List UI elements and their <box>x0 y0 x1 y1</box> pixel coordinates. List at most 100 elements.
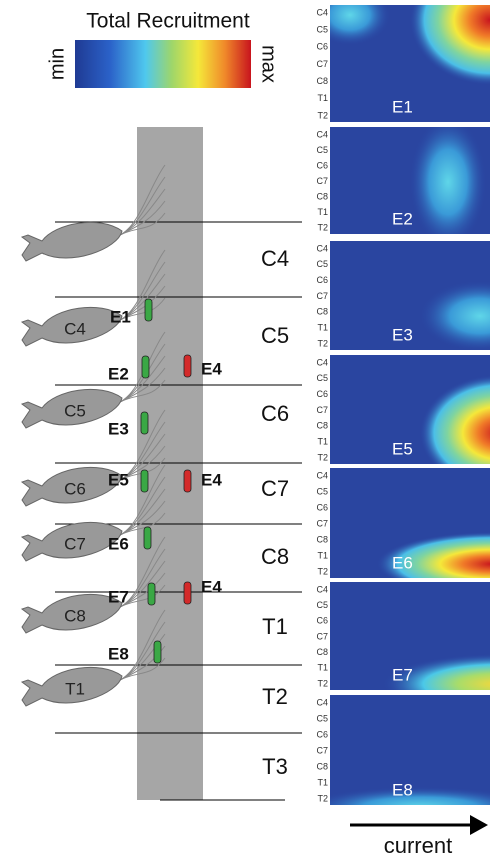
heatmap-label: E5 <box>392 439 413 458</box>
heatmap-row-label: C4 <box>316 7 328 17</box>
electrode-label: E3 <box>108 419 129 438</box>
heatmap-row-label: C7 <box>316 518 328 528</box>
electrode-label: E4 <box>201 577 222 596</box>
heatmap-label: E1 <box>392 97 413 116</box>
heatmap-row-label: T1 <box>317 323 328 333</box>
drg-label: C5 <box>64 401 86 420</box>
heatmap-row-label: T1 <box>317 777 328 787</box>
heatmap-row-label: C6 <box>316 502 328 512</box>
heatmap-row-label: C7 <box>316 405 328 415</box>
heatmap-row-label: T1 <box>317 207 328 217</box>
heatmap-row-label: C8 <box>316 421 328 431</box>
heatmap-row-label: C8 <box>316 534 328 544</box>
heatmap-row-label: T2 <box>317 110 328 120</box>
segment-label: C8 <box>261 544 289 569</box>
heatmap-row-label: C4 <box>316 243 328 253</box>
heatmap-row-label: C5 <box>316 145 328 155</box>
heatmap-row-label: C6 <box>316 160 328 170</box>
colorbar <box>75 40 251 88</box>
electrode <box>184 470 191 492</box>
heatmap-label: E6 <box>392 553 413 572</box>
heatmap <box>330 582 490 714</box>
heatmap-label: E2 <box>392 209 413 228</box>
electrode <box>184 582 191 604</box>
heatmap-row-label: C6 <box>316 729 328 739</box>
colorbar-title: Total Recruitment <box>86 10 250 33</box>
electrode <box>148 583 155 605</box>
segment-label: T3 <box>262 754 288 779</box>
heatmap-label: E7 <box>392 665 413 684</box>
electrode-label: E6 <box>108 534 129 553</box>
heatmap-row-label: C4 <box>316 470 328 480</box>
heatmap-row-label: T2 <box>317 566 328 576</box>
heatmap-row-label: C8 <box>316 191 328 201</box>
heatmap <box>305 695 490 827</box>
heatmap-row-label: C5 <box>316 486 328 496</box>
electrode <box>142 356 149 378</box>
electrode <box>154 641 161 663</box>
drg-label: C6 <box>64 479 86 498</box>
heatmap-row-label: T1 <box>317 437 328 447</box>
heatmap-row-label: T2 <box>317 452 328 462</box>
heatmap-row-label: C4 <box>316 584 328 594</box>
heatmap-row-label: C8 <box>316 761 328 771</box>
figure: Total Recruitment min max current C4 C5 C6… <box>0 0 490 859</box>
heatmap-row-label: C4 <box>316 697 328 707</box>
electrode-label: E8 <box>108 644 129 663</box>
electrode-label: E5 <box>108 470 129 489</box>
drg-label: C8 <box>64 606 86 625</box>
heatmap <box>330 468 490 596</box>
electrode-label: E2 <box>108 364 129 383</box>
heatmap-row-label: C6 <box>316 42 328 52</box>
heatmap-row-label: C5 <box>316 600 328 610</box>
heatmap-row-label: C7 <box>316 745 328 755</box>
electrode-label: E4 <box>201 359 222 378</box>
drg-label: C4 <box>64 319 86 338</box>
heatmap-row-label: C7 <box>316 176 328 186</box>
drg-label: C7 <box>64 534 86 553</box>
electrode-label: E1 <box>110 307 131 326</box>
heatmap-row-label: T1 <box>317 663 328 673</box>
heatmap-row-label: C6 <box>316 389 328 399</box>
heatmap-row-label: C4 <box>316 357 328 367</box>
heatmap-label: E3 <box>392 325 413 344</box>
electrode-label: E7 <box>108 587 129 606</box>
electrode <box>145 299 152 321</box>
heatmap-row-label: T2 <box>317 678 328 688</box>
heatmap-label: E8 <box>392 780 413 799</box>
heatmap-row-label: T1 <box>317 93 328 103</box>
colorbar-max: max <box>258 45 280 83</box>
electrode <box>141 470 148 492</box>
heatmap-row-label: C5 <box>316 713 328 723</box>
heatmap-row-label: C8 <box>316 647 328 657</box>
heatmap-row-label: T1 <box>317 550 328 560</box>
drg <box>22 222 122 261</box>
electrode <box>141 412 148 434</box>
segment-label: C4 <box>261 246 289 271</box>
segment-label: T1 <box>262 614 288 639</box>
heatmap-blob <box>410 117 486 247</box>
electrode <box>144 527 151 549</box>
electrode-label: E4 <box>201 470 222 489</box>
segment-label: C5 <box>261 323 289 348</box>
heatmap-row-label: C5 <box>316 259 328 269</box>
segment-label: C7 <box>261 476 289 501</box>
x-axis-label: current <box>384 833 452 858</box>
heatmap-row-label: T2 <box>317 222 328 232</box>
segment-label: T2 <box>262 684 288 709</box>
heatmap-row-label: C5 <box>316 25 328 35</box>
heatmap-row-label: C7 <box>316 59 328 69</box>
arrow-head <box>470 815 488 835</box>
colorbar-min: min <box>46 48 68 80</box>
heatmap-row-label: C5 <box>316 373 328 383</box>
drg-label: T1 <box>65 679 85 698</box>
heatmap-row-label: T2 <box>317 793 328 803</box>
segment-label: C6 <box>261 401 289 426</box>
heatmap-row-label: C4 <box>316 129 328 139</box>
heatmap-row-label: C8 <box>316 76 328 86</box>
heatmap-row-label: C6 <box>316 616 328 626</box>
heatmap-row-label: C7 <box>316 291 328 301</box>
electrode <box>184 355 191 377</box>
heatmap-row-label: C8 <box>316 307 328 317</box>
heatmap-row-label: C6 <box>316 275 328 285</box>
